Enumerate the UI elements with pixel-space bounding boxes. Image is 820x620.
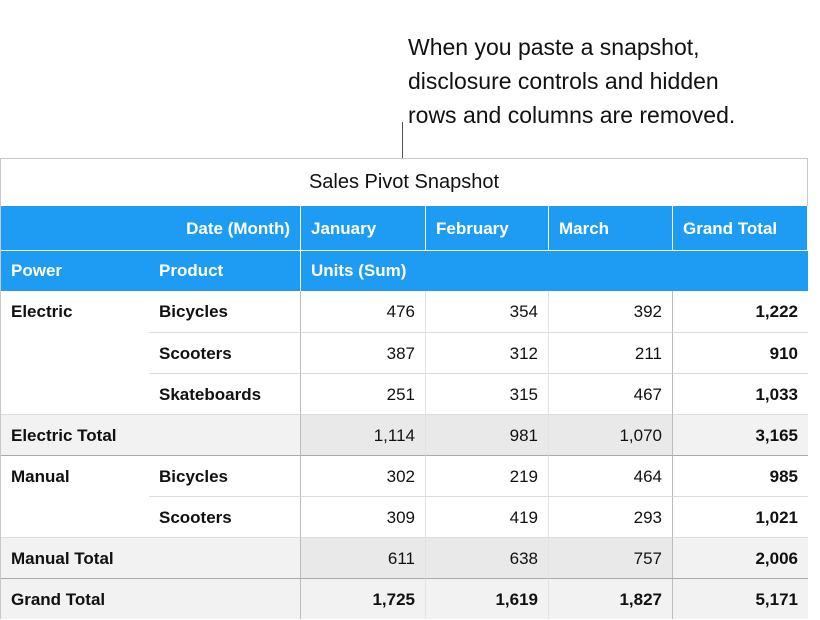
callout-pointer xyxy=(402,122,403,158)
value-cell: 419 xyxy=(426,496,549,537)
value-cell: 302 xyxy=(301,455,426,496)
value-cell: 251 xyxy=(301,373,426,414)
header-cell: Units (Sum) xyxy=(301,251,673,291)
callout: When you paste a snapshot, disclosure co… xyxy=(408,30,735,132)
value-cell: 5,171 xyxy=(673,578,808,619)
label-cell: Manual Total xyxy=(1,537,149,578)
value-cell: 638 xyxy=(426,537,549,578)
value-cell: 467 xyxy=(549,373,673,414)
label-cell: Electric xyxy=(1,291,149,332)
label-cell: Scooters xyxy=(149,332,301,373)
value-cell: 3,165 xyxy=(673,414,808,455)
value-cell: 757 xyxy=(549,537,673,578)
value-cell: 2,006 xyxy=(673,537,808,578)
value-cell: 1,021 xyxy=(673,496,808,537)
value-cell: 464 xyxy=(549,455,673,496)
header-cell: Date (Month) xyxy=(149,206,301,251)
header-cell xyxy=(1,206,149,251)
value-cell: 312 xyxy=(426,332,549,373)
callout-line: rows and columns are removed. xyxy=(408,102,736,128)
table-title: Sales Pivot Snapshot xyxy=(308,171,500,193)
value-cell: 1,619 xyxy=(426,578,549,619)
header-cell xyxy=(673,251,808,291)
label-cell xyxy=(1,373,149,414)
header-cell: Grand Total xyxy=(673,206,808,251)
value-cell: 611 xyxy=(301,537,426,578)
header-cell: January xyxy=(301,206,426,251)
value-cell: 1,114 xyxy=(301,414,426,455)
value-cell: 219 xyxy=(426,455,549,496)
label-cell xyxy=(149,578,301,619)
value-cell: 1,070 xyxy=(549,414,673,455)
header-cell: Power xyxy=(1,251,149,291)
value-cell: 910 xyxy=(673,332,808,373)
label-cell xyxy=(1,332,149,373)
value-cell: 309 xyxy=(301,496,426,537)
value-cell: 1,827 xyxy=(549,578,673,619)
value-cell: 293 xyxy=(549,496,673,537)
label-cell xyxy=(149,537,301,578)
label-cell xyxy=(149,414,301,455)
header-cell: February xyxy=(426,206,549,251)
value-cell: 476 xyxy=(301,291,426,332)
header-cell: March xyxy=(549,206,673,251)
value-cell: 315 xyxy=(426,373,549,414)
label-cell: Bicycles xyxy=(149,291,301,332)
value-cell: 985 xyxy=(673,455,808,496)
callout-line: disclosure controls and hidden xyxy=(408,68,719,94)
label-cell: Skateboards xyxy=(149,373,301,414)
pivot-table: Sales Pivot Snapshot Date (Month) January… xyxy=(0,158,808,619)
value-cell: 981 xyxy=(426,414,549,455)
header-cell: Product xyxy=(149,251,301,291)
label-cell: Grand Total xyxy=(1,578,149,619)
value-cell: 392 xyxy=(549,291,673,332)
value-cell: 354 xyxy=(426,291,549,332)
value-cell: 1,033 xyxy=(673,373,808,414)
value-cell: 1,725 xyxy=(301,578,426,619)
value-cell: 387 xyxy=(301,332,426,373)
callout-line: When you paste a snapshot, xyxy=(408,34,700,60)
value-cell: 211 xyxy=(549,332,673,373)
label-cell: Bicycles xyxy=(149,455,301,496)
label-cell xyxy=(1,496,149,537)
label-cell: Scooters xyxy=(149,496,301,537)
value-cell: 1,222 xyxy=(673,291,808,332)
label-cell: Manual xyxy=(1,455,149,496)
label-cell: Electric Total xyxy=(1,414,149,455)
